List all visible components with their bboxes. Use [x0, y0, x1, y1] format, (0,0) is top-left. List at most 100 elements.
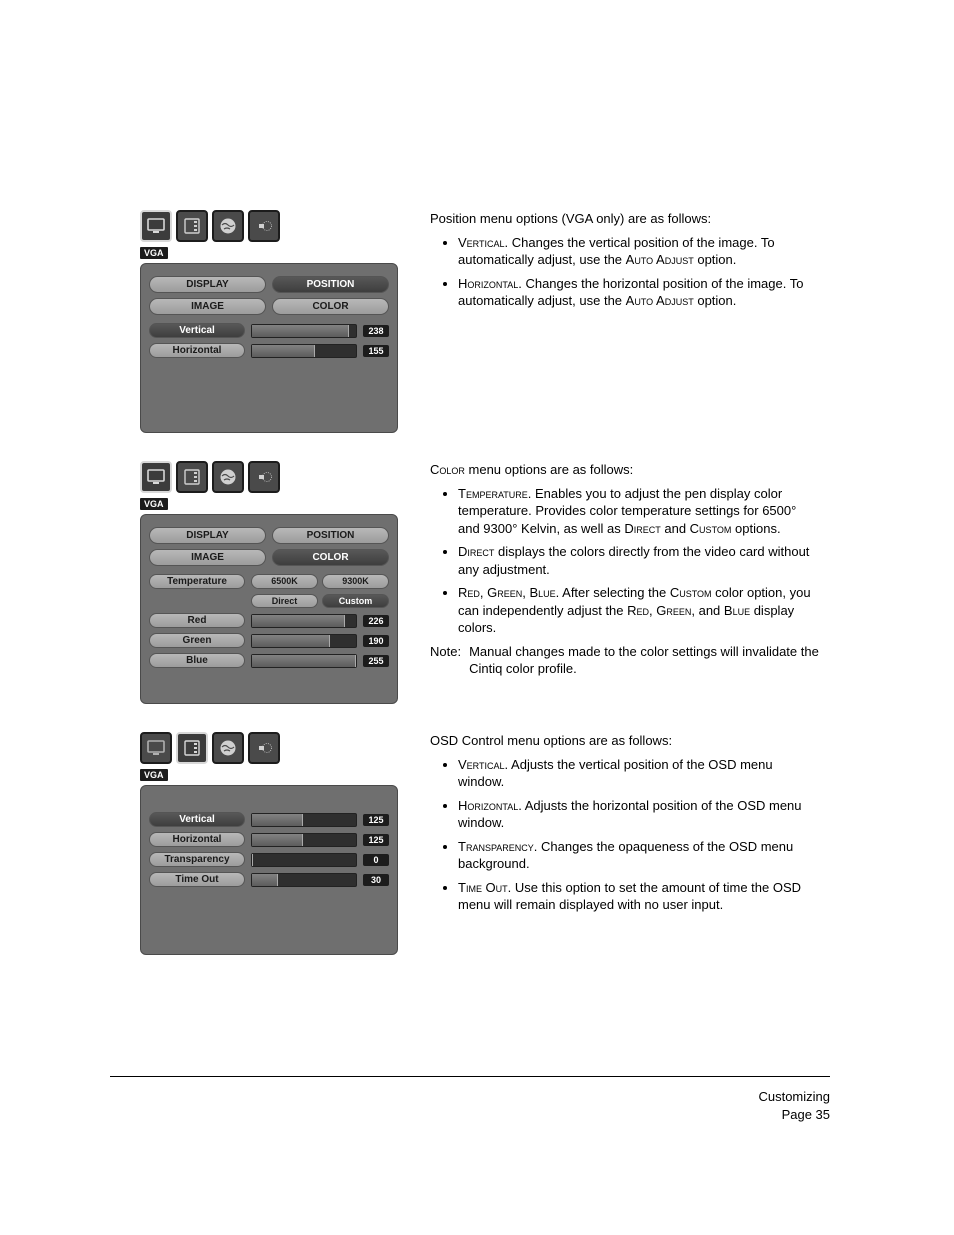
osd-panel-position-wrap: VGA DISPLAY POSITION IMAGE COLOR Vertica… — [140, 210, 400, 433]
list-item: Transparency. Changes the opaqueness of … — [458, 838, 820, 873]
footer-section: Customizing — [758, 1088, 830, 1106]
vga-label: VGA — [140, 247, 168, 259]
slider-blue: Blue 255 — [149, 653, 389, 668]
slider-transparency: Transparency 0 — [149, 852, 389, 867]
monitor-icon[interactable] — [140, 461, 172, 493]
temperature-label[interactable]: Temperature — [149, 574, 245, 589]
desc-position: Position menu options (VGA only) are as … — [430, 210, 820, 316]
slider-track[interactable] — [251, 813, 357, 827]
desc-color: Color menu options are as follows: Tempe… — [430, 461, 820, 678]
slider-label[interactable]: Blue — [149, 653, 245, 668]
slider-vertical: Vertical 238 — [149, 323, 389, 338]
note: Note: Manual changes made to the color s… — [430, 643, 820, 678]
slider-label[interactable]: Horizontal — [149, 832, 245, 847]
top-icon-row — [140, 732, 400, 764]
top-icon-row — [140, 461, 400, 493]
slider-label[interactable]: Vertical — [149, 323, 245, 338]
slider-red: Red 226 — [149, 613, 389, 628]
globe-icon[interactable] — [212, 461, 244, 493]
tab-display[interactable]: DISPLAY — [149, 527, 266, 544]
globe-icon[interactable] — [212, 732, 244, 764]
globe-icon[interactable] — [212, 210, 244, 242]
slider-value: 125 — [363, 814, 389, 826]
slider-track[interactable] — [251, 614, 357, 628]
slider-value: 238 — [363, 325, 389, 337]
vga-label: VGA — [140, 769, 168, 781]
temperature-row2: Direct Custom — [149, 594, 389, 608]
page-content: VGA DISPLAY POSITION IMAGE COLOR Vertica… — [140, 210, 820, 983]
intro-text: Position menu options (VGA only) are as … — [430, 210, 820, 228]
slider-track[interactable] — [251, 324, 357, 338]
slider-label[interactable]: Green — [149, 633, 245, 648]
slider-timeout: Time Out 30 — [149, 872, 389, 887]
temp-9300k[interactable]: 9300K — [322, 574, 389, 589]
slider-label[interactable]: Red — [149, 613, 245, 628]
slider-value: 190 — [363, 635, 389, 647]
tab-grid: DISPLAY POSITION IMAGE COLOR — [149, 527, 389, 566]
list-item: Time Out. Use this option to set the amo… — [458, 879, 820, 914]
slider-track[interactable] — [251, 833, 357, 847]
tab-display[interactable]: DISPLAY — [149, 276, 266, 293]
bullet-list: Temperature. Enables you to adjust the p… — [430, 485, 820, 637]
slider-track[interactable] — [251, 654, 357, 668]
list-item: Red, Green, Blue. After selecting the Cu… — [458, 584, 820, 637]
intro-text: Color menu options are as follows: — [430, 461, 820, 479]
slider-track[interactable] — [251, 634, 357, 648]
reset-icon[interactable] — [248, 461, 280, 493]
slider-label[interactable]: Time Out — [149, 872, 245, 887]
menu-icon[interactable] — [176, 461, 208, 493]
slider-value: 226 — [363, 615, 389, 627]
note-text: Manual changes made to the color setting… — [469, 643, 820, 678]
tab-position[interactable]: POSITION — [272, 276, 389, 293]
slider-track[interactable] — [251, 853, 357, 867]
slider-label[interactable]: Vertical — [149, 812, 245, 827]
slider-horizontal: Horizontal 125 — [149, 832, 389, 847]
list-item: Direct displays the colors directly from… — [458, 543, 820, 578]
list-item: Vertical. Changes the vertical position … — [458, 234, 820, 269]
slider-value: 255 — [363, 655, 389, 667]
note-label: Note: — [430, 643, 461, 678]
tab-image[interactable]: IMAGE — [149, 298, 266, 315]
slider-value: 125 — [363, 834, 389, 846]
osd-panel-position: DISPLAY POSITION IMAGE COLOR Vertical 23… — [140, 263, 398, 433]
slider-track[interactable] — [251, 344, 357, 358]
tab-color[interactable]: COLOR — [272, 549, 389, 566]
tab-image[interactable]: IMAGE — [149, 549, 266, 566]
section-position: VGA DISPLAY POSITION IMAGE COLOR Vertica… — [140, 210, 820, 433]
temp-6500k[interactable]: 6500K — [251, 574, 318, 589]
monitor-icon[interactable] — [140, 210, 172, 242]
slider-value: 0 — [363, 854, 389, 866]
slider-track[interactable] — [251, 873, 357, 887]
slider-value: 30 — [363, 874, 389, 886]
menu-icon[interactable] — [176, 732, 208, 764]
temp-direct[interactable]: Direct — [251, 594, 318, 608]
reset-icon[interactable] — [248, 732, 280, 764]
slider-value: 155 — [363, 345, 389, 357]
slider-label[interactable]: Transparency — [149, 852, 245, 867]
slider-label[interactable]: Horizontal — [149, 343, 245, 358]
list-item: Temperature. Enables you to adjust the p… — [458, 485, 820, 538]
reset-icon[interactable] — [248, 210, 280, 242]
tab-position[interactable]: POSITION — [272, 527, 389, 544]
osd-panel-color: DISPLAY POSITION IMAGE COLOR Temperature… — [140, 514, 398, 704]
list-item: Horizontal. Adjusts the horizontal posit… — [458, 797, 820, 832]
osd-panel-control: Vertical 125 Horizontal 125 Transparency… — [140, 785, 398, 955]
desc-osd-control: OSD Control menu options are as follows:… — [430, 732, 820, 920]
temperature-row: Temperature 6500K 9300K — [149, 574, 389, 589]
section-color: VGA DISPLAY POSITION IMAGE COLOR Tempera… — [140, 461, 820, 704]
slider-vertical: Vertical 125 — [149, 812, 389, 827]
list-item: Vertical. Adjusts the vertical position … — [458, 756, 820, 791]
monitor-icon[interactable] — [140, 732, 172, 764]
temp-custom[interactable]: Custom — [322, 594, 389, 608]
section-osd-control: VGA Vertical 125 Horizontal 125 Transpar… — [140, 732, 820, 955]
vga-label: VGA — [140, 498, 168, 510]
menu-icon[interactable] — [176, 210, 208, 242]
tab-color[interactable]: COLOR — [272, 298, 389, 315]
osd-panel-color-wrap: VGA DISPLAY POSITION IMAGE COLOR Tempera… — [140, 461, 400, 704]
list-item: Horizontal. Changes the horizontal posit… — [458, 275, 820, 310]
tab-grid: DISPLAY POSITION IMAGE COLOR — [149, 276, 389, 315]
bullet-list: Vertical. Changes the vertical position … — [430, 234, 820, 310]
slider-green: Green 190 — [149, 633, 389, 648]
bullet-list: Vertical. Adjusts the vertical position … — [430, 756, 820, 914]
slider-horizontal: Horizontal 155 — [149, 343, 389, 358]
